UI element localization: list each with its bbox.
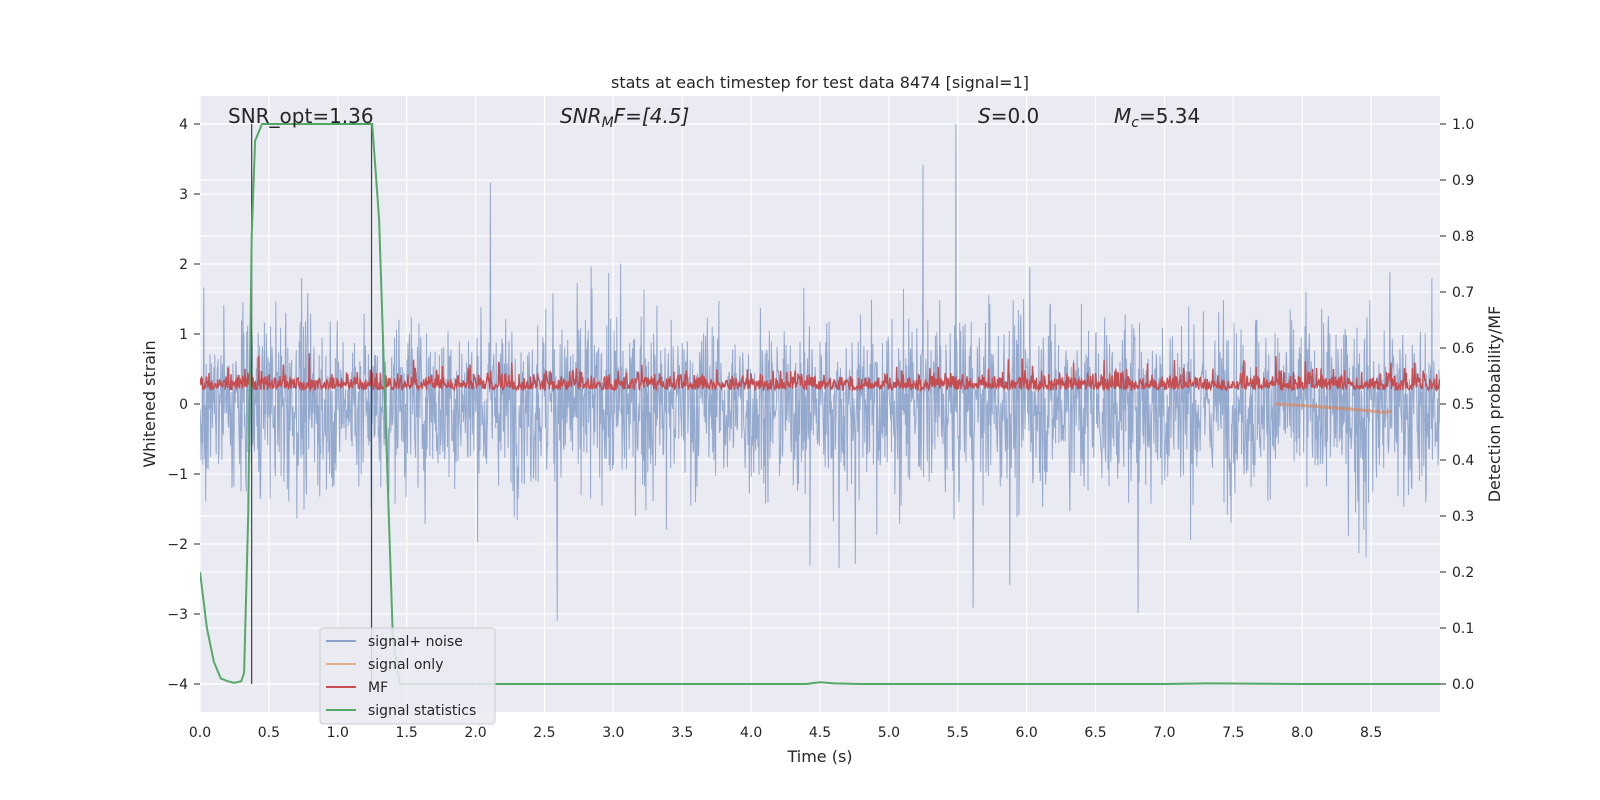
x-tick-label: 5.5 [947, 725, 969, 741]
y-right-tick-label: 0.8 [1452, 229, 1474, 245]
y-axis-label-right: Detection probability/MF [1485, 306, 1504, 503]
y-tick-label: 2 [179, 257, 188, 273]
x-tick-label: 2.5 [533, 725, 555, 741]
x-tick-label: 0.5 [258, 725, 280, 741]
y-right-tick-label: 0.2 [1452, 565, 1474, 581]
y-tick-label: 3 [179, 187, 188, 203]
y-axis-right: 1.0 0.9 0.8 0.7 0.6 0.5 0.4 0.3 0.2 0.1 0.0 [1440, 117, 1474, 693]
series-mf [200, 353, 1440, 393]
x-tick-label: 1.5 [396, 725, 418, 741]
x-tick-label: 4.0 [740, 725, 762, 741]
legend: signal+ noise signal only MF signal statist… [319, 627, 496, 725]
x-tick-label: 7.0 [1153, 725, 1175, 741]
y-tick-label: 0 [179, 397, 188, 413]
series-layer [200, 123, 1440, 685]
y-tick-label: −4 [167, 677, 188, 693]
y-right-tick-label: 0.0 [1452, 677, 1474, 693]
y-right-tick-label: 0.5 [1452, 397, 1474, 413]
y-right-tick-label: 0.7 [1452, 285, 1474, 301]
x-tick-label: 3.5 [671, 725, 693, 741]
y-tick-label: −2 [167, 537, 188, 553]
annotation-s: S=0.0 [978, 104, 1039, 128]
y-right-tick-label: 0.9 [1452, 173, 1474, 189]
x-tick-label: 1.0 [327, 725, 349, 741]
y-tick-label: 4 [179, 117, 188, 133]
x-tick-label: 8.5 [1360, 725, 1382, 741]
series-signal-statistics [200, 123, 1440, 685]
legend-label: signal statistics [368, 703, 476, 719]
x-tick-label: 4.5 [809, 725, 831, 741]
annotation-snr-mf: SNRMF=[4.5] [560, 104, 689, 131]
y-axis-label: Whitened strain [140, 340, 159, 467]
y-right-tick-label: 0.1 [1452, 621, 1474, 637]
legend-box [319, 627, 496, 725]
y-tick-label: −1 [167, 467, 188, 483]
x-tick-label: 5.0 [878, 725, 900, 741]
legend-label: signal+ noise [368, 634, 463, 650]
x-tick-label: 8.0 [1291, 725, 1313, 741]
annotation-snr-opt: SNR_opt=1.36 [228, 104, 374, 128]
series-signal-noise [200, 123, 1440, 621]
annotation-snr-mf-prefix: SNR [560, 104, 602, 128]
x-tick-label: 3.0 [602, 725, 624, 741]
annotation-snr-mf-suffix: F=[4.5] [614, 104, 690, 128]
legend-label: MF [368, 680, 388, 696]
x-axis-label: Time (s) [786, 747, 852, 766]
x-tick-label: 0.0 [189, 725, 211, 741]
y-axis-left: 4 3 2 1 0 −1 −2 −3 −4 [167, 117, 200, 693]
x-axis: 0.0 0.5 1.0 1.5 2.0 2.5 3.0 3.5 4.0 4.5 5.0 5.5 6.0 6… [189, 725, 1382, 741]
x-tick-label: 6.5 [1084, 725, 1106, 741]
annotation-s-value: =0.0 [991, 104, 1040, 128]
series-signal-only [1274, 402, 1393, 414]
legend-label: signal only [368, 657, 443, 673]
annotation-s-label: S [978, 104, 991, 128]
annotation-mc-value: =5.34 [1139, 104, 1200, 128]
y-right-tick-label: 0.3 [1452, 509, 1474, 525]
y-right-tick-label: 1.0 [1452, 117, 1474, 133]
y-tick-label: −3 [167, 607, 188, 623]
x-tick-label: 2.0 [464, 725, 486, 741]
annotation-mc: Mc=5.34 [1114, 104, 1200, 131]
x-tick-label: 7.5 [1222, 725, 1244, 741]
annotation-mc-label: M [1114, 104, 1131, 128]
y-right-tick-label: 0.4 [1452, 453, 1474, 469]
chart-title: stats at each timestep for test data 847… [611, 73, 1029, 92]
annotation-snr-mf-sub: M [602, 115, 614, 131]
annotation-mc-sub: c [1131, 115, 1139, 131]
x-tick-label: 6.0 [1016, 725, 1038, 741]
y-right-tick-label: 0.6 [1452, 341, 1474, 357]
y-tick-label: 1 [179, 327, 188, 343]
